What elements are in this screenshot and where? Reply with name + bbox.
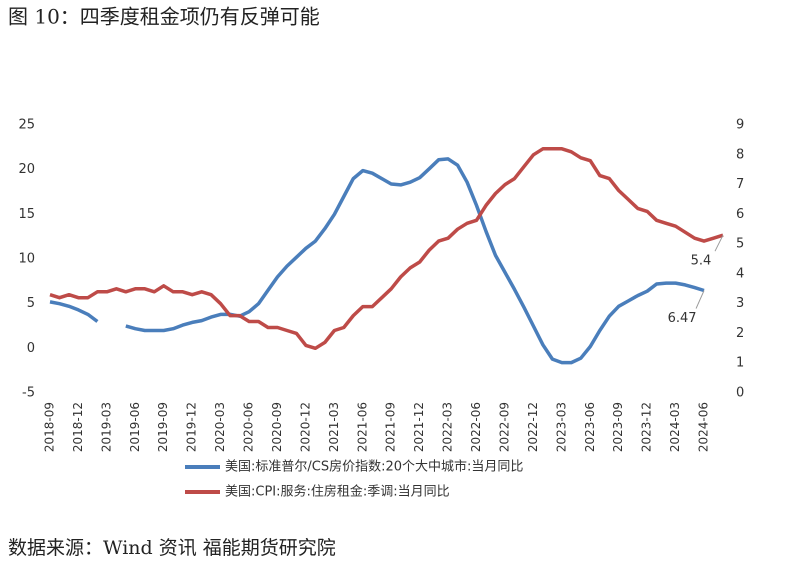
y-tick-label: 20 xyxy=(18,162,35,177)
y-tick-label: 10 xyxy=(18,252,35,267)
x-tick-label: 2019-03 xyxy=(99,402,113,452)
x-tick-label: 2020-06 xyxy=(242,402,256,452)
y2-tick-label: 5 xyxy=(736,237,744,252)
x-tick-label: 2021-03 xyxy=(327,402,341,452)
x-tick-label: 2020-12 xyxy=(298,402,312,452)
x-tick-label: 2020-03 xyxy=(213,402,227,452)
x-tick-label: 2021-12 xyxy=(412,402,426,452)
x-tick-label: 2023-12 xyxy=(640,402,654,452)
x-tick-label: 2023-03 xyxy=(554,402,568,452)
series-line xyxy=(49,147,724,351)
x-tick-label: 2024-06 xyxy=(697,402,711,452)
x-tick-label: 2022-06 xyxy=(469,402,483,452)
x-tick-label: 2024-03 xyxy=(668,402,682,452)
legend-label: 美国:标准普尔/CS房价指数:20个大中城市:当月同比 xyxy=(225,459,523,475)
x-tick-label: 2022-09 xyxy=(497,402,511,452)
x-tick-label: 2023-09 xyxy=(611,402,625,452)
x-tick-label: 2022-03 xyxy=(441,402,455,452)
x-tick-label: 2021-06 xyxy=(355,402,369,452)
x-tick-label: 2023-06 xyxy=(583,402,597,452)
x-tick-label: 2019-09 xyxy=(156,402,170,452)
y2-tick-label: 0 xyxy=(736,386,744,401)
x-tick-label: 2019-12 xyxy=(185,402,199,452)
x-tick-label: 2020-09 xyxy=(270,402,284,452)
x-tick-label: 2019-06 xyxy=(128,402,142,452)
series-line xyxy=(49,157,705,365)
y-tick-label: 15 xyxy=(18,207,35,222)
y2-tick-label: 2 xyxy=(736,326,744,341)
x-tick-label: 2021-09 xyxy=(384,402,398,452)
x-tick-label: 2018-12 xyxy=(71,402,85,452)
y2-tick-label: 9 xyxy=(736,118,744,133)
y-tick-label: 0 xyxy=(27,341,35,356)
y2-tick-label: 7 xyxy=(736,177,744,192)
y2-tick-label: 4 xyxy=(736,266,744,281)
annotation-leader xyxy=(714,234,724,252)
legend-label: 美国:CPI:服务:住房租金:季调:当月同比 xyxy=(225,484,450,500)
y2-tick-label: 6 xyxy=(736,207,744,222)
chart-title: 图 10：四季度租金项仍有反弹可能 xyxy=(8,5,320,29)
annotation-leader xyxy=(695,290,705,309)
y2-tick-label: 1 xyxy=(736,356,744,371)
y2-tick-label: 3 xyxy=(736,296,744,311)
y-tick-label: -5 xyxy=(22,386,35,401)
y2-tick-label: 8 xyxy=(736,147,744,162)
source: 数据来源：Wind 资讯 福能期货研究院 xyxy=(8,537,336,559)
x-tick-label: 2018-09 xyxy=(43,402,57,452)
annotation: 5.4 xyxy=(691,254,712,269)
annotation: 6.47 xyxy=(668,311,697,326)
x-tick-label: 2022-12 xyxy=(526,402,540,452)
y-tick-label: 5 xyxy=(27,296,35,311)
y-tick-label: 25 xyxy=(18,118,35,133)
